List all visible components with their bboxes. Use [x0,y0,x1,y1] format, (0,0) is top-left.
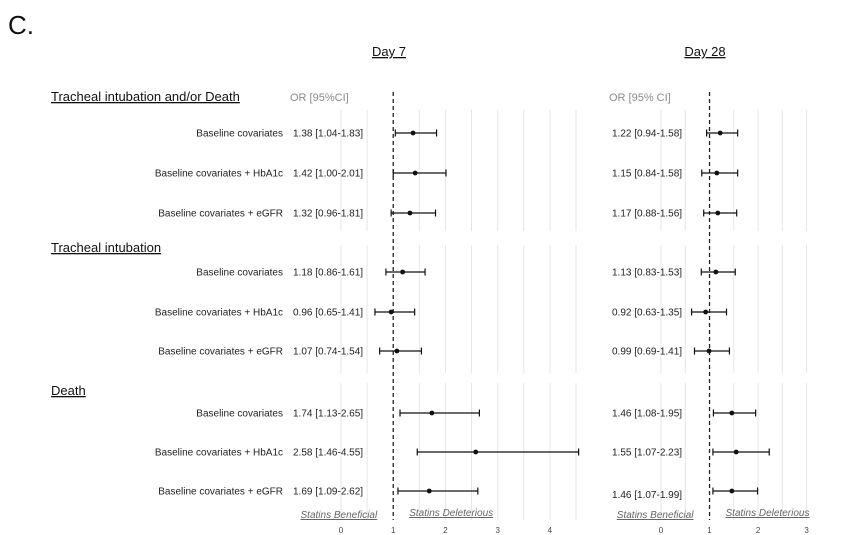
or-ci-value: 1.22 [0.94-1.58] [612,129,682,140]
row-label: Baseline covariates + eGFR [158,487,283,498]
group-title: Tracheal intubation and/or Death [51,89,240,104]
row-label: Baseline covariates + eGFR [158,209,283,220]
x-tick-label: 2 [756,526,761,535]
row-label: Baseline covariates + HbA1c [155,169,283,180]
or-ci-header: OR [95%CI] [290,92,349,104]
or-ci-value: 1.55 [1.07-2.23] [612,448,682,459]
or-point [706,348,712,354]
x-tick-label: 2 [443,526,448,535]
or-point [410,130,416,136]
label-layer: Day 7 OR [95%CI] 0 1 2 3 4 Statins Beneficial St… [51,44,809,535]
or-point [394,348,400,354]
or-ci-value: 1.13 [0.83-1.53] [612,268,682,279]
or-point [714,170,720,176]
or-ci-value: 1.15 [0.84-1.58] [612,169,682,180]
row-label: Baseline covariates [196,268,283,279]
statins-deleterious-label: Statins Deleterious [409,508,493,519]
row-label: Baseline covariates [196,129,283,140]
or-point [429,410,435,416]
x-tick-label: 1 [707,526,712,535]
row-label: Baseline covariates + HbA1c [155,308,283,319]
marks-layer [374,129,770,495]
or-ci-value: 1.38 [1.04-1.83] [293,129,363,140]
or-point [426,488,432,494]
or-point [733,449,739,455]
x-tick-label: 3 [495,526,500,535]
day-title: Day 28 [684,44,725,59]
statins-deleterious-label: Statins Deleterious [726,508,810,519]
group-title: Death [51,383,86,398]
or-point [729,410,735,416]
or-point [412,170,418,176]
day-title: Day 7 [372,44,406,59]
or-ci-value: 1.69 [1.09-2.62] [293,487,363,498]
x-tick-label: 0 [339,526,344,535]
or-point [703,309,709,315]
x-tick-label: 4 [548,526,553,535]
or-ci-value: 1.46 [1.07-1.99] [612,490,682,501]
or-ci-value: 1.32 [0.96-1.81] [293,209,363,220]
or-point [715,210,721,216]
panel-letter: C. [8,10,34,40]
or-ci-value: 1.07 [0.74-1.54] [293,347,363,358]
or-ci-value: 1.17 [0.88-1.56] [612,209,682,220]
or-ci-value: 1.42 [1.00-2.01] [293,169,363,180]
or-point [388,309,394,315]
row-label: Baseline covariates [196,409,283,420]
or-point [473,449,479,455]
or-ci-value: 0.96 [0.65-1.41] [293,308,363,319]
x-tick-label: 0 [659,526,664,535]
statins-beneficial-label: Statins Beneficial [301,510,378,521]
statins-beneficial-label: Statins Beneficial [617,510,694,521]
x-tick-label: 3 [804,526,809,535]
or-ci-value: 1.46 [1.08-1.95] [612,409,682,420]
or-point [729,488,735,494]
or-ci-header: OR [95% CI] [609,92,671,104]
or-point [717,130,723,136]
grid-layer [340,92,808,520]
or-ci-value: 1.18 [0.86-1.61] [293,268,363,279]
x-tick-label: 1 [391,526,396,535]
group-title: Tracheal intubation [51,240,161,255]
or-point [400,269,406,275]
or-ci-value: 1.74 [1.13-2.65] [293,409,363,420]
or-ci-value: 0.99 [0.69-1.41] [612,347,682,358]
or-ci-value: 0.92 [0.63-1.35] [612,308,682,319]
or-point [713,269,719,275]
row-label: Baseline covariates + eGFR [158,347,283,358]
row-label: Baseline covariates + HbA1c [155,448,283,459]
or-ci-value: 2.58 [1.46-4.55] [293,448,363,459]
or-point [407,210,413,216]
